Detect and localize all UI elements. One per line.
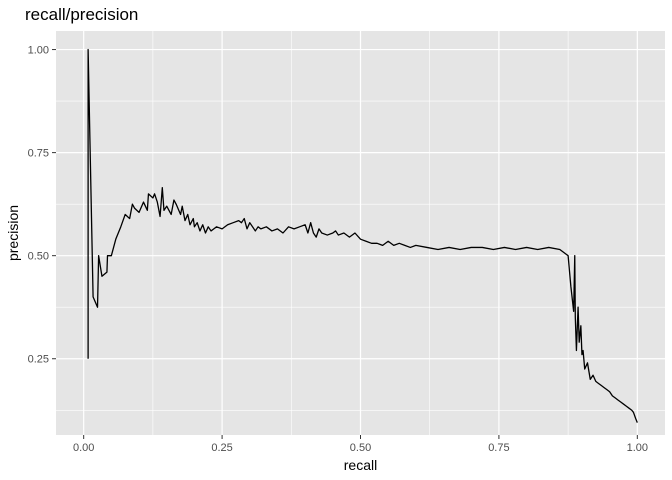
- x-tick-label: 0.50: [350, 442, 371, 454]
- chart-title: recall/precision: [25, 5, 138, 24]
- y-axis-title: precision: [5, 205, 21, 261]
- series-layer: [87, 48, 638, 423]
- x-tick-label: 0.00: [73, 442, 94, 454]
- x-tick-label: 0.25: [211, 442, 232, 454]
- x-axis: 0.00 0.25 0.50 0.75 1.00: [73, 435, 648, 454]
- series-line-1: [87, 48, 638, 423]
- y-tick-label: 1.00: [28, 45, 49, 57]
- y-tick-label: 0.50: [28, 251, 49, 263]
- x-axis-title: recall: [344, 457, 377, 473]
- x-tick-label: 0.75: [488, 442, 509, 454]
- y-tick-label: 0.25: [28, 354, 49, 366]
- y-tick-label: 0.75: [28, 148, 49, 160]
- y-axis: 0.25 0.50 0.75 1.00: [28, 45, 56, 366]
- x-tick-label: 1.00: [627, 442, 648, 454]
- grid-major: [56, 31, 665, 435]
